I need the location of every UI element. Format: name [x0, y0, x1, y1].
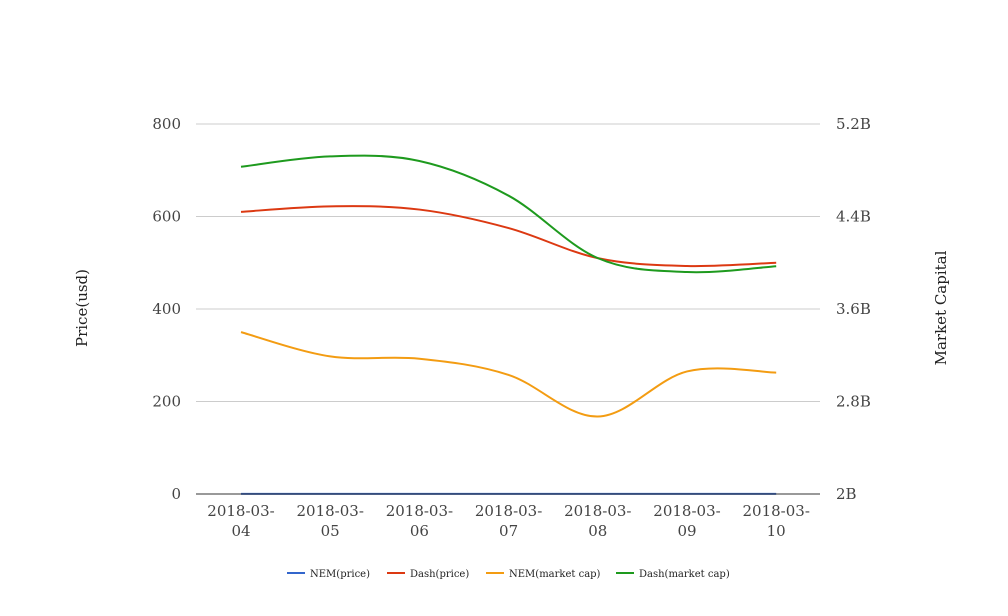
left-tick-label: 800 [152, 115, 181, 133]
x-tick-label: 2018-03-05 [296, 502, 363, 540]
left-tick-label: 200 [152, 393, 181, 411]
x-tick-label: 2018-03-07 [475, 502, 542, 540]
series-line-nem-market-cap [240, 331, 777, 418]
left-axis-ticks: 0 200 400 600 800 [152, 115, 181, 503]
right-axis-title: Market Capital [932, 250, 950, 365]
legend-item: NEM(market cap) [486, 569, 601, 580]
right-tick-label: 4.4B [836, 208, 871, 226]
x-tick-label: 2018-03-10 [742, 502, 809, 540]
legend-item: Dash(market cap) [616, 569, 730, 580]
x-tick-label: 2018-03-04 [207, 502, 274, 540]
x-tick-label: 2018-03-09 [653, 502, 720, 540]
grid-lines [196, 123, 820, 402]
legend: NEM(price) Dash(price) NEM(market cap) Dash… [287, 569, 730, 580]
left-tick-label: 0 [171, 485, 181, 503]
left-tick-label: 400 [152, 300, 181, 318]
legend-label: NEM(price) [310, 569, 370, 580]
right-axis-ticks: 2B 2.8B 3.6B 4.4B 5.2B [836, 115, 871, 503]
left-axis-title: Price(usd) [73, 269, 91, 347]
right-tick-label: 2.8B [836, 393, 871, 411]
legend-item: Dash(price) [387, 569, 469, 580]
right-tick-label: 5.2B [836, 115, 871, 133]
series-line-dash-price [240, 205, 777, 268]
left-tick-label: 600 [152, 208, 181, 226]
x-tick-label: 2018-03-06 [386, 502, 453, 540]
x-axis-ticks: 2018-03-04 2018-03-05 2018-03-06 2018-03-07… [207, 502, 810, 540]
right-tick-label: 2B [836, 485, 857, 503]
legend-label: Dash(price) [410, 569, 469, 580]
series-line-dash-market-cap [240, 154, 777, 274]
series-lines [240, 154, 777, 495]
legend-label: NEM(market cap) [509, 569, 601, 580]
legend-item: NEM(price) [287, 569, 370, 580]
right-tick-label: 3.6B [836, 300, 871, 318]
legend-label: Dash(market cap) [639, 569, 730, 580]
x-tick-label: 2018-03-08 [564, 502, 631, 540]
